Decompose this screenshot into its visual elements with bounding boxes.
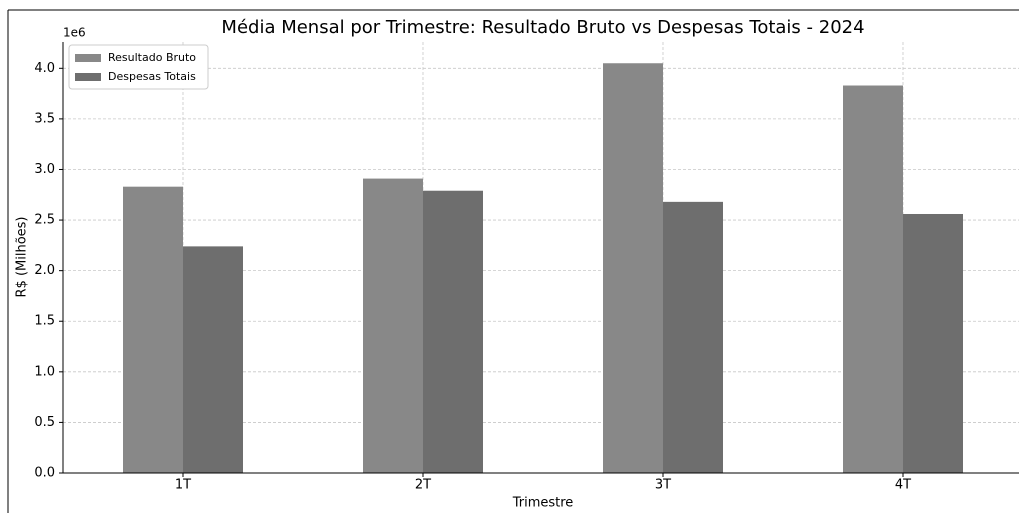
x-tick-label: 3T [655,478,671,493]
y-tick-label: 3.5 [34,111,55,126]
y-tick-label: 1.0 [34,364,55,379]
y-tick-label: 0.0 [34,466,55,481]
bar [423,190,483,474]
chart-title: Média Mensal por Trimestre: Resultado Br… [221,17,864,38]
bar [603,63,663,473]
bar [903,213,963,473]
y-tick-label: 0.5 [34,415,55,430]
x-tick-label: 2T [415,478,431,493]
x-tick-label: 4T [895,478,911,493]
bar [363,178,423,473]
bar [183,246,243,473]
y-tick-label: 2.5 [34,213,55,228]
y-tick-label: 2.0 [34,263,55,278]
y-tick-label: 1.5 [34,314,55,329]
x-axis-label: Trimestre [512,496,574,511]
legend-label: Resultado Bruto [108,51,196,64]
legend-box [68,44,209,90]
y-offset-label: 1e6 [63,26,86,40]
y-tick-label: 4.0 [34,61,55,76]
x-tick-label: 1T [175,478,191,493]
legend-label: Despesas Totais [108,70,196,83]
bar [843,85,903,473]
legend-swatch [75,54,101,62]
y-axis-label: R$ (Milhões) [15,217,30,298]
bar [123,186,183,473]
bar [663,201,723,473]
y-tick-label: 3.0 [34,162,55,177]
legend-swatch [75,73,101,81]
